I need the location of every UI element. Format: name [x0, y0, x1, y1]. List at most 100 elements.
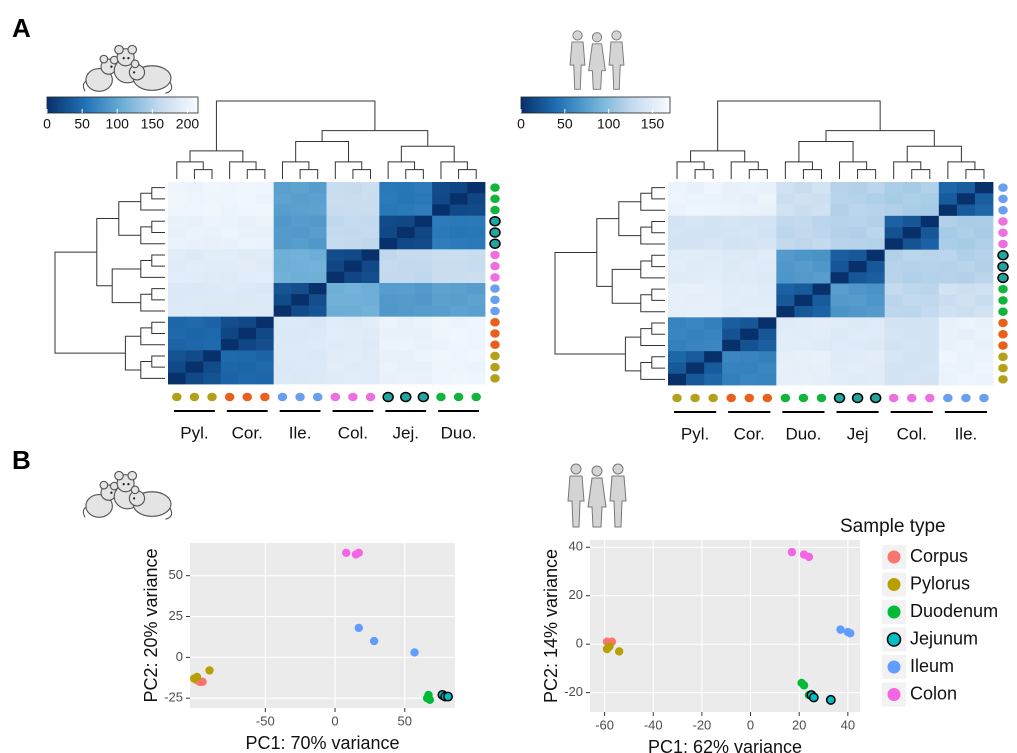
heatmap-cell: [467, 238, 485, 250]
heatmap-cell: [740, 374, 758, 386]
heatmap-cell: [291, 238, 309, 250]
heatmap-cell: [238, 193, 256, 205]
row-annotation: [998, 285, 1008, 294]
heatmap-cell: [704, 193, 722, 205]
x-tick-label: 0: [747, 717, 754, 732]
heatmap-cell: [203, 362, 221, 374]
heatmap-cell: [885, 205, 903, 217]
heatmap-cell: [975, 340, 993, 352]
heatmap-cell: [939, 216, 957, 228]
heatmap-cell: [921, 351, 939, 363]
heatmap-cell: [379, 216, 397, 228]
heatmap-cell: [885, 284, 903, 296]
heatmap-cell: [238, 249, 256, 261]
heatmap-cell: [867, 250, 885, 262]
heatmap-cell: [812, 340, 830, 352]
heatmap-cell: [168, 227, 186, 239]
heatmap-cell: [921, 261, 939, 273]
heatmap-cell: [776, 250, 794, 262]
heatmap-cell: [758, 261, 776, 273]
heatmap-cell: [740, 205, 758, 217]
row-annotation: [490, 307, 500, 316]
heatmap-cell: [776, 261, 794, 273]
heatmap-cell: [921, 329, 939, 341]
heatmap-cell: [415, 272, 433, 284]
heatmap-cell: [379, 204, 397, 216]
heatmap-cell: [291, 339, 309, 351]
heatmap-cell: [274, 227, 292, 239]
heatmap-cell: [450, 227, 468, 239]
heatmap-cell: [221, 193, 239, 205]
heatmap-cell: [397, 362, 415, 374]
heatmap-cell: [221, 272, 239, 284]
heatmap-cell: [291, 272, 309, 284]
row-annotation: [998, 206, 1008, 215]
heatmap-cell: [432, 350, 450, 362]
heatmap-cell: [903, 351, 921, 363]
column-annotation: [454, 393, 464, 402]
heatmap-cell: [186, 216, 204, 228]
heatmap-cell: [397, 238, 415, 250]
heatmap-cell: [467, 193, 485, 205]
heatmap-cell: [812, 317, 830, 329]
heatmap-cell: [686, 329, 704, 341]
heatmap-cell: [939, 295, 957, 307]
heatmap-cell: [921, 216, 939, 228]
y-tick-label: 0: [176, 649, 183, 664]
heatmap-cell: [415, 294, 433, 306]
heatmap-cell: [885, 340, 903, 352]
heatmap-cell: [776, 227, 794, 239]
heatmap-cell: [831, 250, 849, 262]
heatmap-cell: [221, 339, 239, 351]
heatmap-cell: [327, 362, 345, 374]
heatmap-cell: [274, 339, 292, 351]
heatmap-cell: [256, 362, 274, 374]
heatmap-cell: [704, 340, 722, 352]
heatmap-cell: [274, 193, 292, 205]
heatmap-cell: [379, 373, 397, 385]
heatmap-cell: [975, 227, 993, 239]
point: [605, 642, 613, 650]
heatmap-cell: [939, 317, 957, 329]
heatmap-cell: [309, 339, 327, 351]
column-annotation: [401, 393, 411, 402]
heatmap-cell: [327, 182, 345, 194]
heatmap-cell: [344, 373, 362, 385]
heatmap-cell: [849, 238, 867, 250]
heatmap-cell: [238, 294, 256, 306]
heatmap-cell: [186, 350, 204, 362]
heatmap-cell: [238, 204, 256, 216]
heatmap-cell: [867, 216, 885, 228]
heatmap-cell: [957, 340, 975, 352]
heatmap-cell: [939, 329, 957, 341]
heatmap-cell: [921, 227, 939, 239]
heatmap-cell: [758, 250, 776, 262]
row-annotation: [998, 330, 1008, 339]
heatmap-cell: [921, 205, 939, 217]
heatmap-cell: [975, 374, 993, 386]
heatmap-cell: [885, 317, 903, 329]
heatmap-cell: [309, 238, 327, 250]
heatmap-cell: [812, 182, 830, 194]
heatmap-cell: [379, 272, 397, 284]
heatmap-cell: [885, 306, 903, 318]
row-annotation: [490, 351, 500, 360]
column-annotation: [383, 393, 393, 402]
heatmap-cell: [867, 261, 885, 273]
x-tick-label: 40: [841, 717, 855, 732]
heatmap-cell: [686, 340, 704, 352]
heatmap-cell: [903, 205, 921, 217]
heatmap-cell: [450, 261, 468, 273]
row-annotation: [998, 307, 1008, 316]
heatmap-cell: [831, 340, 849, 352]
heatmap-cell: [740, 182, 758, 194]
heatmap-cell: [309, 272, 327, 284]
legend-label: Colon: [910, 683, 957, 703]
heatmap-cell: [450, 193, 468, 205]
row-annotation: [998, 217, 1008, 226]
legend-marker: [888, 551, 901, 564]
heatmap-cell: [327, 193, 345, 205]
heatmap-cell: [344, 317, 362, 329]
heatmap-cell: [186, 227, 204, 239]
heatmap-cell: [939, 227, 957, 239]
